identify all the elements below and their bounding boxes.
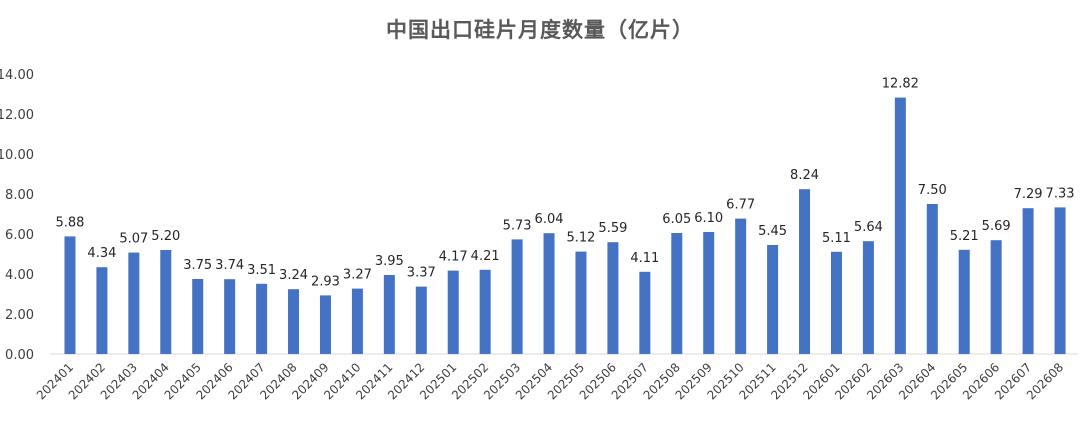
bar: [128, 252, 140, 354]
bar: [862, 241, 874, 354]
data-label: 3.24: [279, 268, 308, 283]
data-label: 5.64: [854, 220, 883, 235]
data-label: 4.17: [439, 250, 468, 265]
bar: [1054, 207, 1066, 354]
data-label: 3.51: [247, 263, 276, 278]
bar: [319, 295, 331, 354]
bar: [1022, 208, 1034, 354]
bar: [479, 269, 491, 354]
data-label: 8.24: [790, 168, 819, 183]
bar: [511, 239, 523, 354]
bar: [575, 251, 587, 354]
x-axis-ticks: 2024012024022024032024042024052024062024…: [34, 360, 1066, 402]
bar: [224, 279, 236, 354]
bar: [926, 204, 938, 354]
data-label: 5.11: [822, 231, 851, 246]
bar: [383, 275, 395, 354]
data-label: 3.74: [215, 258, 244, 273]
data-label: 5.45: [758, 224, 787, 239]
data-label: 5.12: [566, 231, 595, 246]
bar: [256, 283, 268, 354]
bar: [894, 97, 906, 354]
data-label: 12.82: [882, 77, 919, 92]
bar: [703, 232, 715, 354]
data-label: 7.33: [1046, 186, 1075, 201]
bar: [639, 271, 651, 354]
data-label: 4.21: [471, 249, 500, 264]
y-tick-label: 10.00: [0, 148, 34, 163]
bar: [543, 233, 555, 354]
y-tick-label: 14.00: [0, 68, 34, 83]
y-axis: 0.00 2.00 4.00 6.00 8.00 10.00 12.00 14.00: [0, 68, 34, 363]
bar: [799, 189, 811, 354]
bar: [160, 250, 172, 354]
bar: [607, 242, 619, 354]
data-label: 7.50: [918, 183, 947, 198]
bar: [990, 240, 1002, 354]
data-label: 3.75: [183, 258, 212, 273]
data-label: 4.11: [630, 251, 659, 266]
data-label: 5.59: [598, 221, 627, 236]
data-labels: 5.88 4.345.07 5.203.75 3.74 3.51 3.24 2.93 3.27…: [55, 77, 1074, 290]
data-label: 7.29: [1014, 187, 1043, 202]
data-label: 5.69: [982, 219, 1011, 234]
y-tick-label: 4.00: [5, 268, 34, 283]
bar: [415, 286, 427, 354]
data-label: 6.10: [694, 211, 723, 226]
bar: [830, 251, 842, 354]
data-label: 5.20: [151, 229, 180, 244]
data-label: 6.05: [662, 212, 691, 227]
data-label: 3.95: [375, 254, 404, 269]
y-tick-label: 2.00: [5, 308, 34, 323]
bar: [958, 249, 970, 354]
data-label: 5.21: [950, 229, 979, 244]
data-label: 3.37: [407, 266, 436, 281]
data-label: 5.73: [503, 218, 532, 233]
data-label: 6.77: [726, 198, 755, 213]
bars: [64, 97, 1066, 354]
data-label: 4.34: [87, 246, 116, 261]
bar: [192, 279, 204, 354]
bar: [351, 288, 363, 354]
data-label: 6.04: [535, 212, 564, 227]
bar: [64, 236, 76, 354]
bar: [288, 289, 300, 354]
y-tick-label: 12.00: [0, 108, 34, 123]
bar: [671, 233, 683, 354]
bar: [447, 270, 459, 354]
bar: [767, 245, 779, 354]
y-tick-label: 0.00: [5, 348, 34, 363]
chart-title: 中国出口硅片月度数量（亿片）: [386, 18, 694, 42]
y-tick-label: 8.00: [5, 188, 34, 203]
data-label: 5.07: [119, 232, 148, 247]
data-label: 2.93: [311, 274, 340, 289]
bar: [96, 267, 108, 354]
bar: [735, 218, 747, 354]
data-label: 3.27: [343, 268, 372, 283]
y-tick-label: 6.00: [5, 228, 34, 243]
data-label: 5.88: [55, 215, 84, 230]
